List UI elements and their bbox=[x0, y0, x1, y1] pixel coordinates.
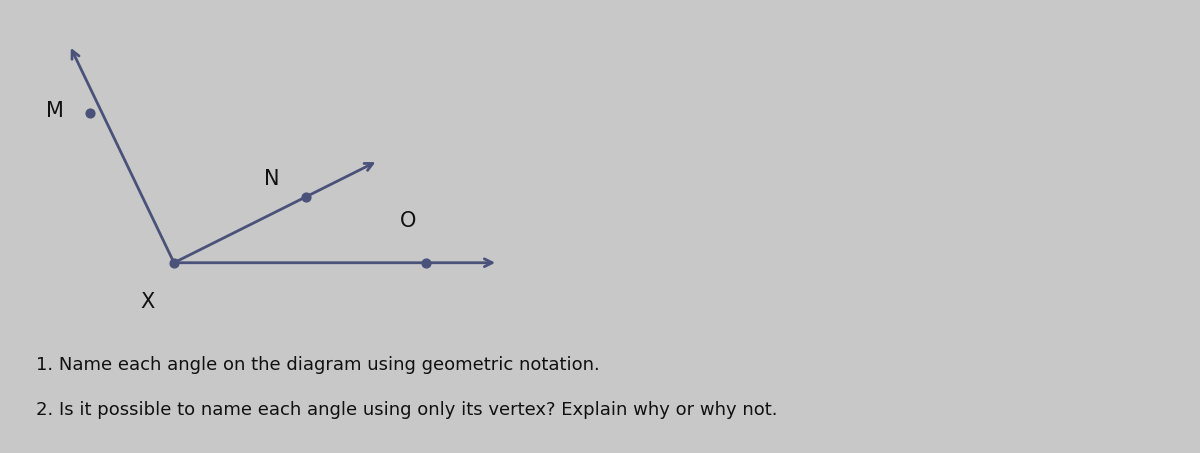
Point bbox=[80, 110, 100, 117]
Point bbox=[416, 259, 436, 266]
Text: 2. Is it possible to name each angle using only its vertex? Explain why or why n: 2. Is it possible to name each angle usi… bbox=[36, 401, 778, 419]
Text: M: M bbox=[46, 101, 64, 121]
Text: X: X bbox=[140, 292, 155, 312]
Point bbox=[296, 193, 316, 201]
Text: N: N bbox=[264, 169, 280, 189]
Text: O: O bbox=[400, 211, 416, 231]
Text: 1. Name each angle on the diagram using geometric notation.: 1. Name each angle on the diagram using … bbox=[36, 356, 600, 374]
Point bbox=[164, 259, 184, 266]
